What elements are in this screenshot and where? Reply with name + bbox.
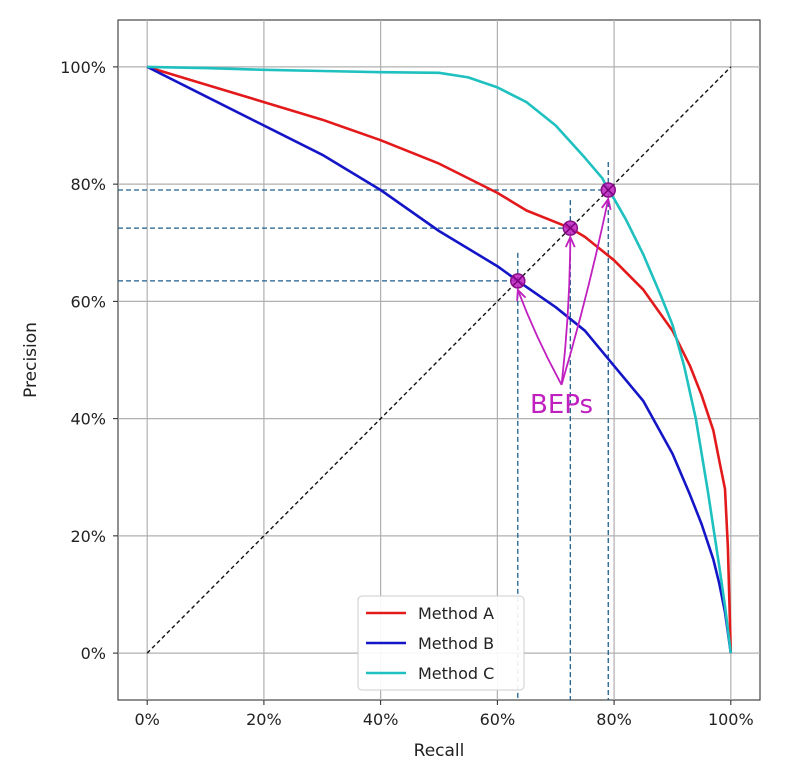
y-tick-label: 0% (81, 644, 106, 663)
x-tick-label: 100% (708, 710, 754, 729)
bep-annotation: BEPs (530, 390, 593, 420)
x-tick-label: 40% (363, 710, 399, 729)
reference-diagonal-line (146, 66, 732, 654)
x-tick-label: 80% (596, 710, 632, 729)
series-line (146, 65, 733, 654)
bep-marker-cross (602, 184, 614, 196)
bep-arrow (560, 237, 572, 385)
legend-label: Method B (418, 634, 494, 653)
y-tick-label: 60% (70, 292, 106, 311)
reference-diagonal (146, 66, 732, 654)
x-axis-ticks: 0% 20% 40% 60% 80% 100% (134, 700, 754, 729)
y-tick-label: 80% (70, 175, 106, 194)
legend: Method A Method B Method C (357, 595, 525, 691)
bep-arrow (560, 198, 610, 386)
legend-label: Method C (418, 664, 494, 683)
x-axis-label: Recall (414, 741, 465, 761)
y-tick-label: 20% (70, 527, 106, 546)
bep-arrow (516, 289, 563, 386)
bep-guide-lines (118, 162, 609, 700)
legend-box (357, 595, 525, 691)
x-tick-label: 20% (246, 710, 282, 729)
x-tick-label: 60% (480, 710, 516, 729)
y-tick-label: 40% (70, 410, 106, 429)
legend-label: Method A (418, 604, 494, 623)
y-axis-label: Precision (21, 322, 41, 398)
y-tick-label: 100% (60, 58, 106, 77)
bep-marker-cross (512, 275, 524, 287)
bep-arrow-head (601, 196, 612, 210)
y-axis-ticks: 0% 20% 40% 60% 80% 100% (60, 58, 118, 663)
bep-arrows (516, 196, 612, 386)
x-tick-label: 0% (134, 710, 159, 729)
bep-arrow-head (516, 287, 527, 301)
bep-arrow-head (564, 234, 576, 248)
series-line (146, 65, 733, 654)
bep-markers (510, 182, 617, 289)
bep-marker-cross (564, 222, 576, 234)
